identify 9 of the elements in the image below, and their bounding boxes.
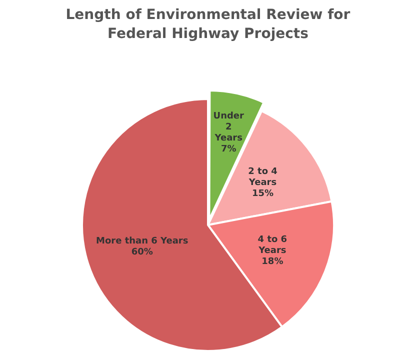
data-label: 15% bbox=[252, 188, 274, 199]
slice-label: Under 2 Years bbox=[213, 112, 245, 144]
data-label: 7% bbox=[220, 144, 236, 155]
data-label: 60% bbox=[131, 247, 153, 258]
slice-label: 2 to 4 Years bbox=[248, 166, 278, 188]
slice-label: More than 6 Years bbox=[96, 236, 188, 246]
data-label: 18% bbox=[262, 256, 284, 267]
chart-title: Length of Environmental Review for Federal Highway Projects bbox=[64, 6, 352, 44]
slice-label: 4 to 6 Years bbox=[258, 234, 288, 256]
